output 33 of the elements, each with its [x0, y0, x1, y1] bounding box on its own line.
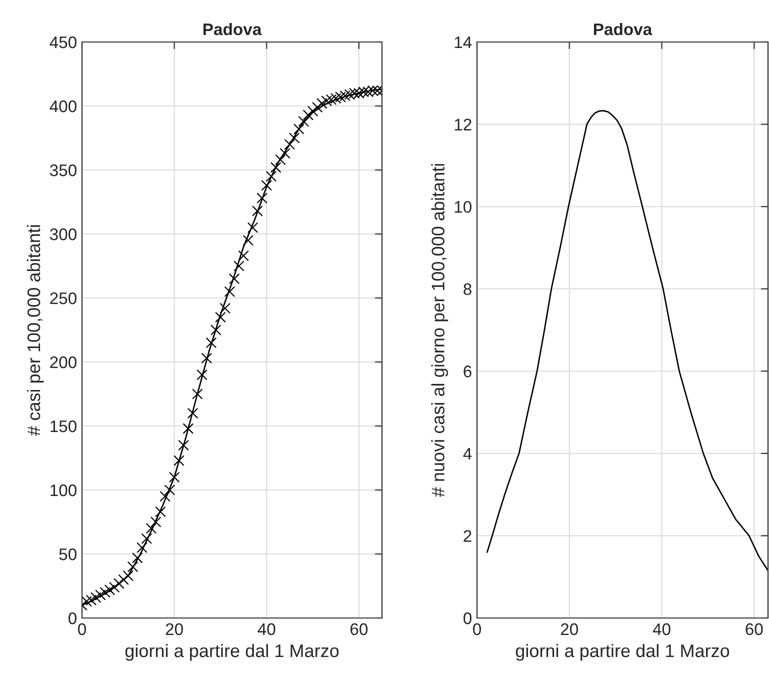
- y-tick-label: 50: [59, 548, 76, 560]
- chart-title: Padova: [594, 22, 652, 36]
- x-tick-label: 20: [560, 623, 578, 636]
- y-tick-label: 4: [463, 448, 472, 460]
- y-tick-label: 10: [454, 200, 472, 213]
- x-tick-label: 0: [78, 623, 86, 636]
- y-axis-title: # casi per 100,000 abitanti: [26, 225, 44, 436]
- y-tick-label: 14: [454, 36, 472, 48]
- y-tick-label: 250: [50, 292, 76, 304]
- y-tick-label: 350: [50, 164, 76, 176]
- x-axis-title: giorni a partire dal 1 Marzo: [125, 644, 339, 661]
- y-tick-label: 300: [50, 228, 76, 240]
- y-tick-label: 150: [50, 420, 76, 432]
- line-series: [486, 110, 768, 572]
- y-tick-label: 400: [50, 100, 76, 112]
- y-tick-label: 200: [50, 356, 76, 368]
- x-tick-label: 20: [166, 623, 183, 636]
- y-tick-label: 8: [464, 283, 472, 296]
- x-tick-label: 40: [652, 623, 670, 636]
- y-tick-label: 450: [50, 36, 76, 48]
- x-tick-label: 0: [473, 623, 481, 636]
- x-tick-label: 40: [258, 623, 276, 636]
- y-tick-label: 0: [464, 612, 472, 624]
- x-tick-label: 60: [746, 623, 763, 636]
- y-tick-label: 6: [464, 366, 472, 378]
- y-tick-label: 12: [454, 118, 472, 130]
- y-tick-label: 100: [50, 484, 76, 496]
- y-axis-title: # nuovi casi al giorno per 100,000 abitanti: [431, 164, 448, 498]
- x-axis-title: giorni a partire dal 1 Marzo: [516, 644, 730, 661]
- y-tick-label: 0: [68, 612, 76, 624]
- chart-title: Padova: [203, 22, 262, 36]
- y-tick-label: 2: [464, 530, 472, 542]
- x-tick-label: 60: [350, 623, 368, 636]
